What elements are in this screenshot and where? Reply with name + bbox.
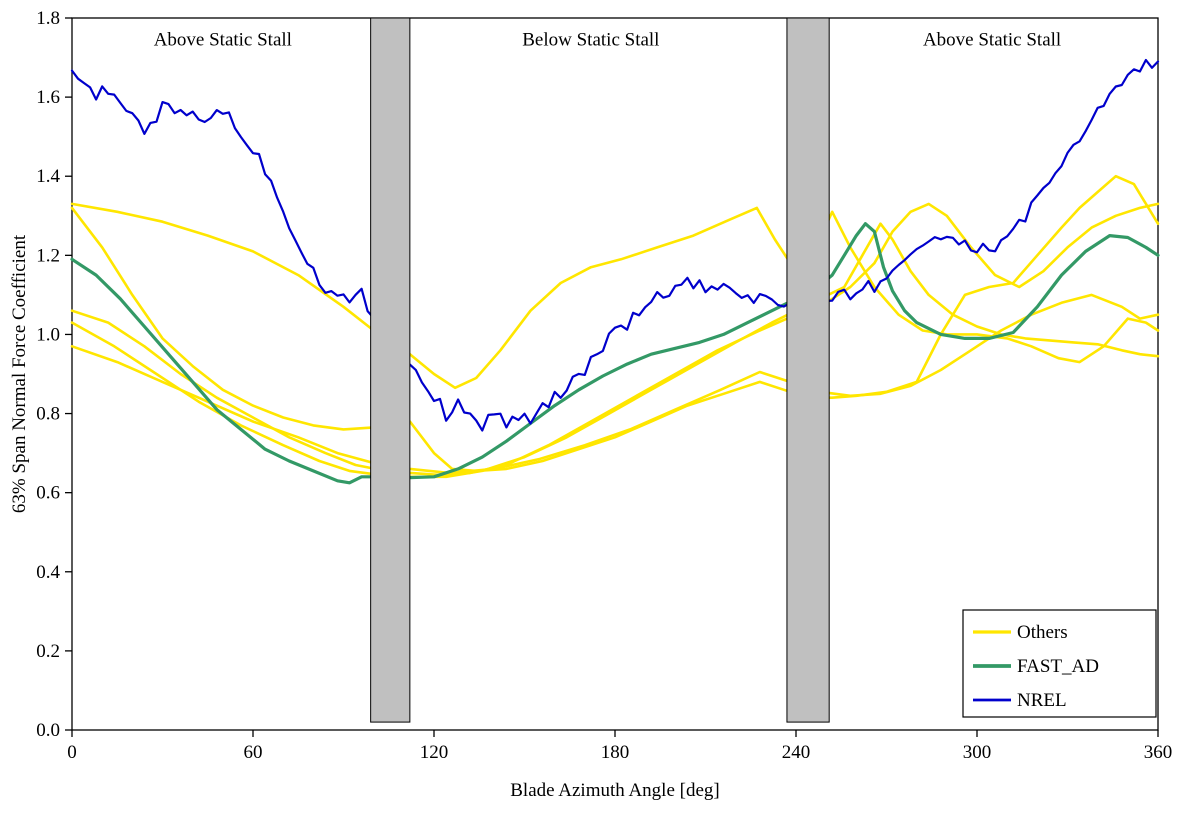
legend-label-fast-ad: FAST_AD <box>1017 656 1099 677</box>
x-tick-label: 0 <box>67 742 77 763</box>
region-label-0: Above Static Stall <box>154 30 292 51</box>
x-axis-title: Blade Azimuth Angle [deg] <box>510 780 720 801</box>
region-label-1: Below Static Stall <box>522 30 659 51</box>
series-others-line-2 <box>70 202 1160 477</box>
legend-label-others: Others <box>1017 622 1068 643</box>
stall-band-0 <box>370 17 411 723</box>
region-label-2: Above Static Stall <box>923 30 1061 51</box>
y-tick-label: 1.4 <box>36 166 60 187</box>
y-tick-label: 0.4 <box>36 562 60 583</box>
series-others-line-0 <box>70 202 1160 390</box>
x-tick-label: 120 <box>420 742 449 763</box>
y-tick-label: 1.0 <box>36 324 60 345</box>
y-tick-label: 0.6 <box>36 483 60 504</box>
x-tick-label: 240 <box>782 742 811 763</box>
series-others-line-3 <box>70 222 1160 479</box>
y-tick-label: 0.2 <box>36 641 60 662</box>
y-tick-label: 0.0 <box>36 720 60 741</box>
series-fast-ad-line-0 <box>70 222 1160 485</box>
y-tick-label: 1.6 <box>36 87 60 108</box>
x-tick-label: 360 <box>1144 742 1173 763</box>
y-axis-title: 63% Span Normal Force Coefficient <box>9 234 30 514</box>
x-tick-label: 300 <box>963 742 992 763</box>
y-tick-label: 0.8 <box>36 404 60 425</box>
y-tick-label: 1.2 <box>36 245 60 266</box>
stall-band-1 <box>786 17 830 723</box>
series-nrel-line-0 <box>70 58 1160 432</box>
x-tick-label: 180 <box>601 742 630 763</box>
y-tick-label: 1.8 <box>36 8 60 29</box>
x-tick-label: 60 <box>244 742 263 763</box>
legend-label-nrel: NREL <box>1017 690 1067 711</box>
